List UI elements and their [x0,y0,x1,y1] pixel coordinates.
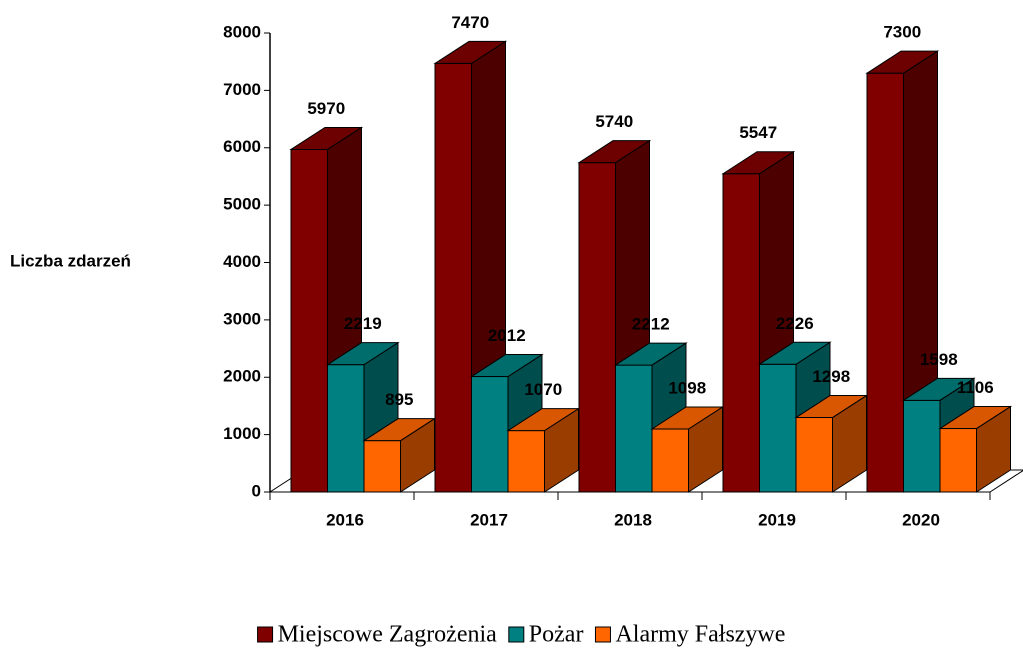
bar [290,148,328,493]
y-tick-label: 7000 [223,80,261,99]
data-label: 1106 [957,378,994,397]
data-label: 1298 [812,367,850,386]
legend-label: Miejscowe Zagrożenia [278,622,498,648]
y-tick-label: 3000 [223,309,261,328]
y-tick-label: 5000 [223,195,261,214]
data-label: 2012 [488,326,526,345]
data-label: 2226 [776,314,814,333]
bar-top [577,140,652,164]
y-tick-label: 1000 [223,424,261,443]
y-tick-label: 6000 [223,137,261,156]
data-label: 1070 [524,380,562,399]
legend-label: Alarmy Fałszywe [615,622,785,648]
data-label: 5547 [739,123,777,142]
data-label: 2212 [632,315,670,334]
x-tick-label: 2020 [902,510,940,529]
bar [651,428,689,493]
data-label: 1098 [668,378,706,397]
data-label: 895 [385,390,413,409]
bar-top [289,126,364,150]
data-label: 2219 [344,314,382,333]
bar [722,173,760,493]
bar [795,417,833,493]
bar [434,62,472,493]
legend-label: Pożar [529,622,584,648]
x-tick-label: 2017 [470,510,508,529]
legend-swatch [257,626,274,643]
bar [903,399,941,493]
bar [939,428,977,493]
bar-top [757,341,832,365]
data-label: 5740 [595,112,633,131]
bar-top [721,151,796,175]
bar [866,72,904,493]
x-tick-label: 2016 [326,510,364,529]
bar [578,162,616,493]
bar-top [469,354,544,378]
bar-top [865,50,940,74]
y-tick-label: 4000 [223,252,261,271]
data-label: 7300 [883,23,921,42]
y-axis-label: Liczba zdarzeń [10,251,131,270]
legend: Miejscowe Zagrożenia Pożar Alarmy Fałszywe [257,622,785,648]
bar-top [938,406,1013,430]
y-tick-label: 8000 [223,22,261,41]
bar [759,363,797,493]
bar-top [325,342,400,366]
y-tick-label: 2000 [223,367,261,386]
x-tick-label: 2019 [758,510,796,529]
bar [327,364,365,493]
bar [363,440,401,493]
data-label: 1598 [920,350,958,369]
bar [471,376,509,493]
x-tick-label: 2018 [614,510,652,529]
legend-swatch [594,626,611,643]
bar [615,364,653,493]
bar-top [613,342,688,366]
legend-swatch [508,626,525,643]
bar-top [433,40,508,64]
data-label: 5970 [307,99,345,118]
y-tick-label: 0 [252,481,261,500]
bar [507,430,545,493]
data-label: 7470 [451,13,489,32]
bar-top [901,377,976,401]
